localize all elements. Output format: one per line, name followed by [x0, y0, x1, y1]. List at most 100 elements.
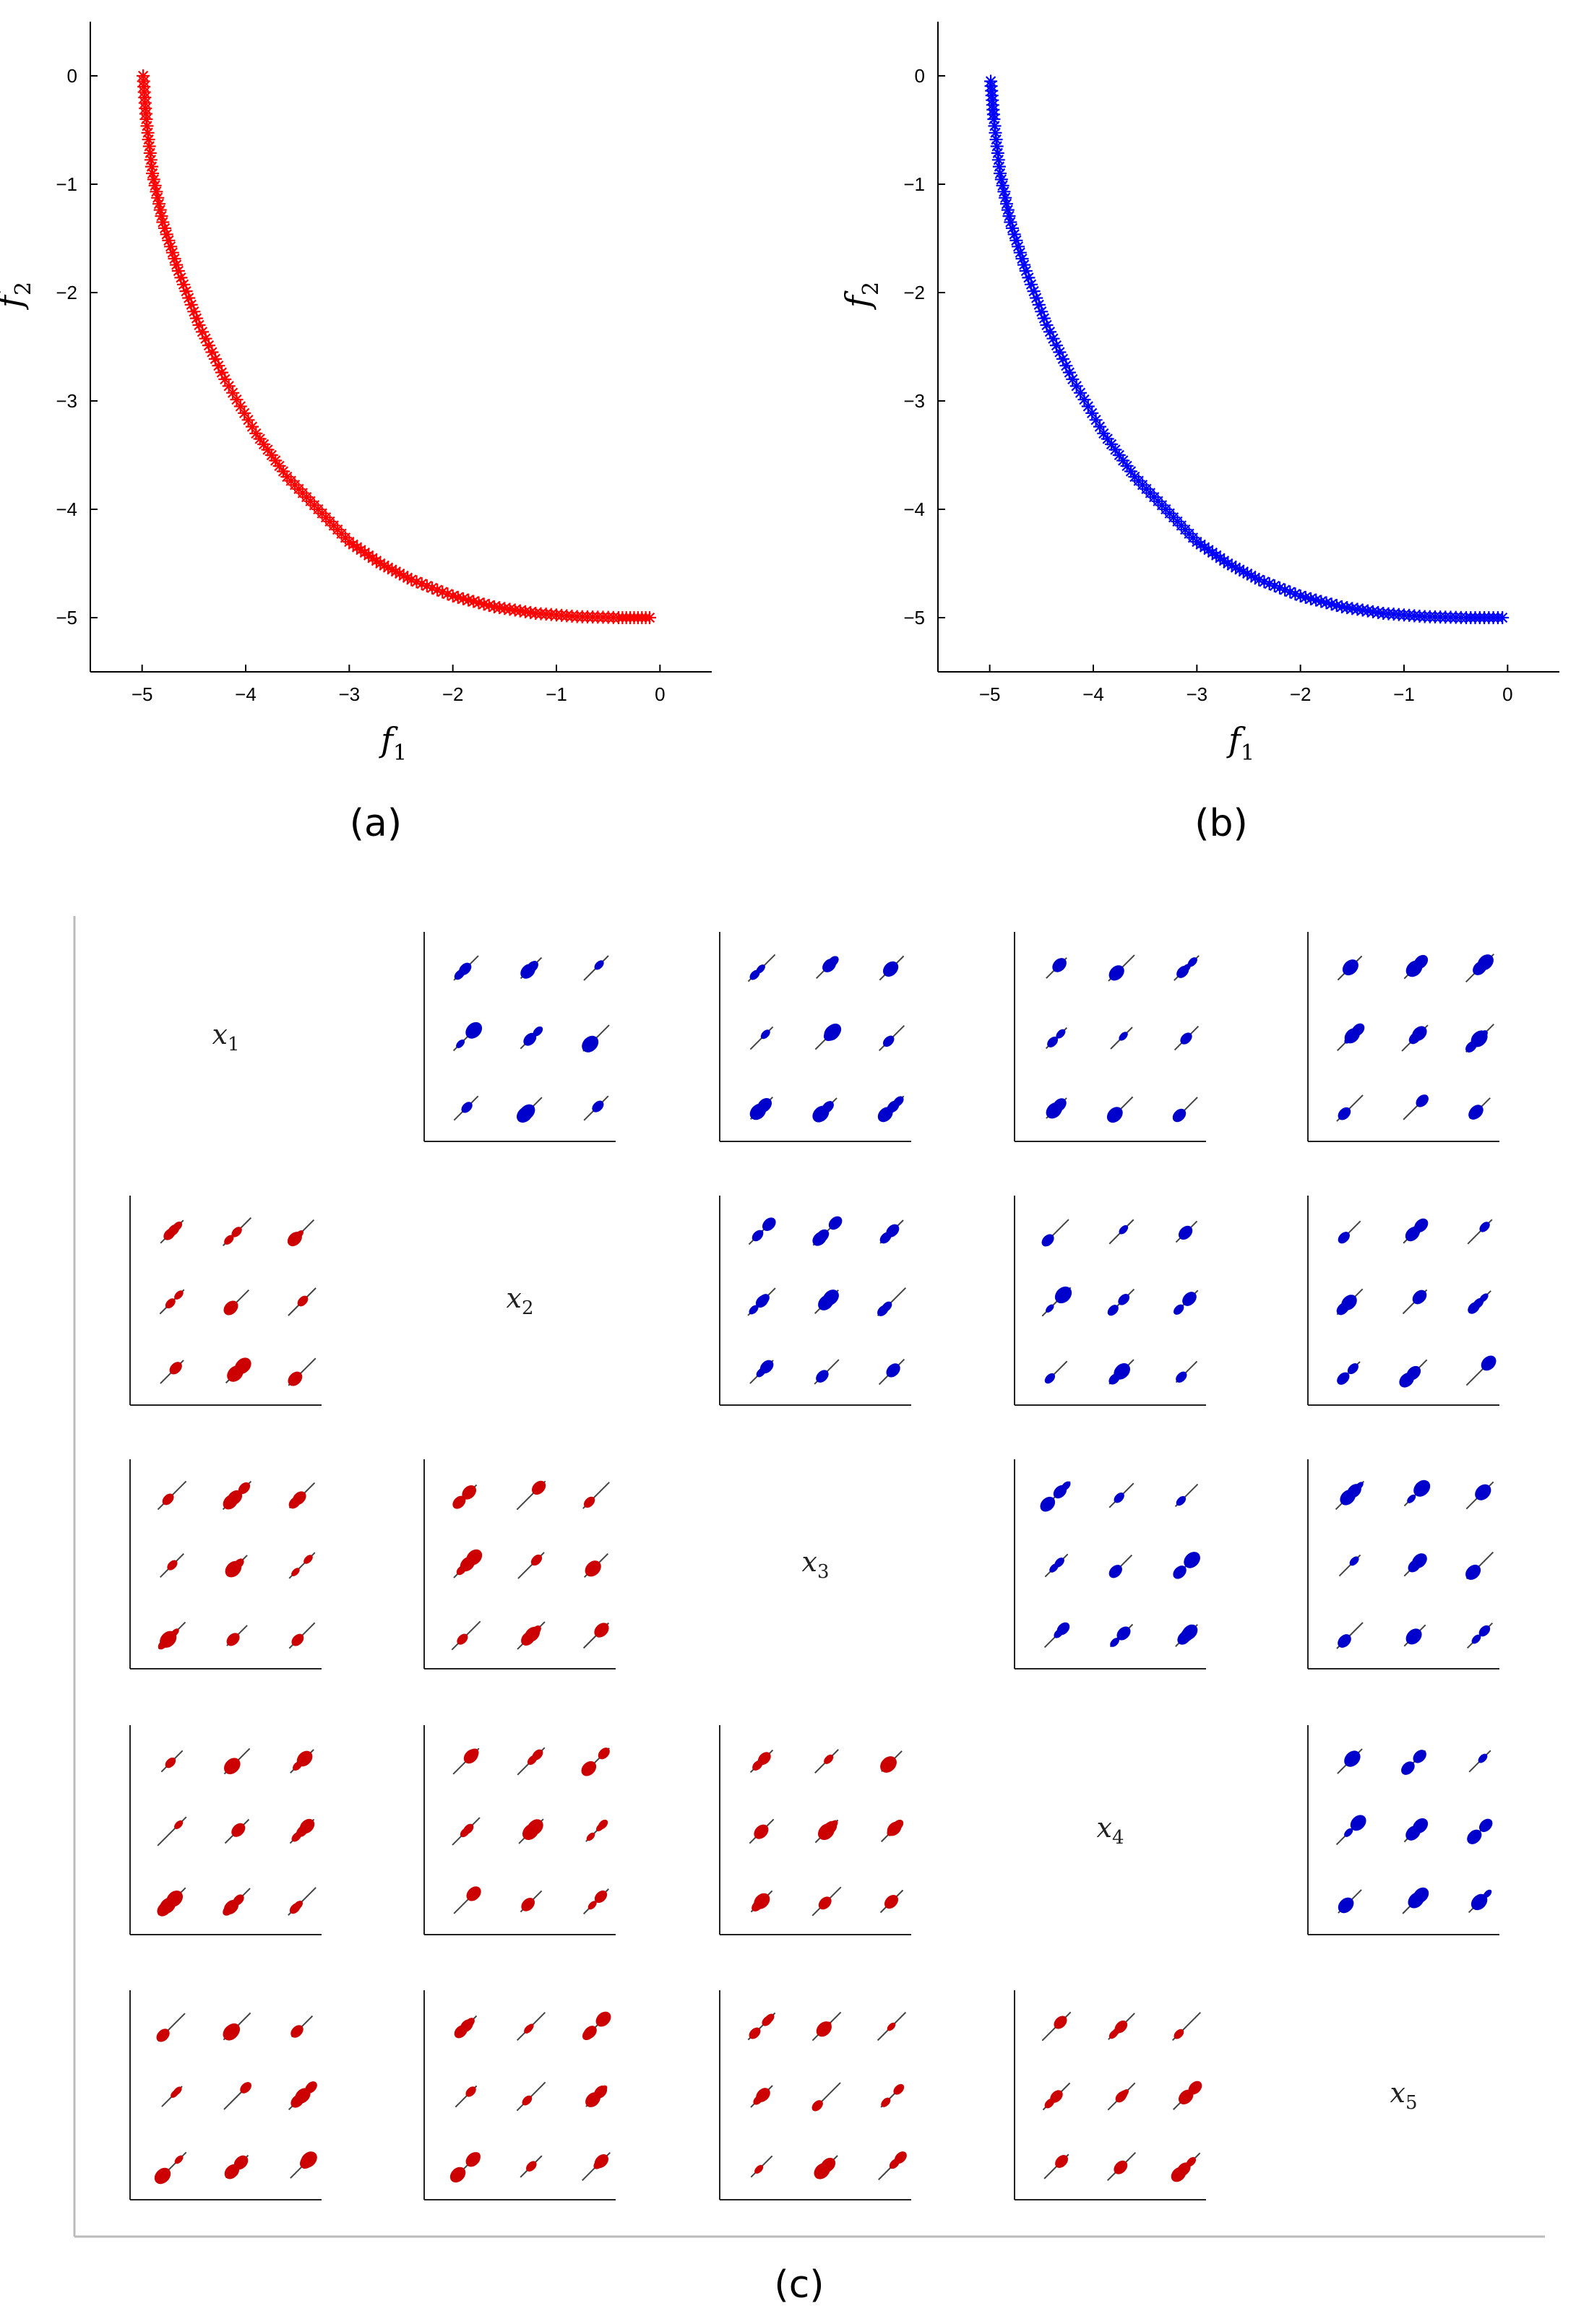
cluster-point	[1355, 1482, 1364, 1490]
x-tick-label: 0	[655, 683, 665, 705]
cluster-point	[225, 1562, 241, 1577]
data-point	[1108, 443, 1122, 457]
cluster-point	[1184, 1552, 1200, 1568]
cluster-point	[452, 1495, 466, 1509]
cluster-point	[457, 1633, 468, 1645]
data-points	[137, 69, 656, 624]
cluster-point	[595, 2011, 611, 2027]
y-axis-label-sub: 2	[11, 282, 36, 295]
data-point	[218, 373, 232, 386]
cluster-point	[587, 1901, 597, 1910]
data-point	[264, 449, 278, 462]
cluster-point	[1052, 1098, 1067, 1113]
caption-b: (b)	[1194, 802, 1248, 845]
cluster-point	[1401, 1761, 1415, 1775]
cluster-point	[1061, 1481, 1071, 1491]
cluster-point	[163, 1228, 176, 1240]
cluster-point	[288, 1496, 301, 1509]
y-tick-label: −5	[903, 607, 925, 628]
cluster-point	[598, 2085, 608, 2095]
data-point	[1085, 406, 1099, 420]
panel-r2-c3	[719, 1196, 911, 1406]
panel-r4-c2	[423, 1725, 616, 1935]
panel-r4-c1	[129, 1725, 322, 1935]
cluster-point	[887, 2022, 896, 2031]
cluster-point	[287, 1232, 302, 1247]
x-tick-label: −2	[442, 683, 464, 705]
data-point	[246, 420, 259, 433]
y-tick-label: −2	[903, 282, 925, 303]
data-point	[999, 191, 1012, 204]
data-point	[1077, 393, 1091, 407]
cluster-point	[1477, 954, 1494, 971]
cluster-point	[812, 1231, 827, 1246]
x-tick-label: −3	[1187, 683, 1208, 705]
cluster-point	[886, 1363, 900, 1378]
cluster-point	[877, 1305, 889, 1316]
panel-r1-c2	[423, 932, 616, 1142]
panel-r3-c1	[129, 1459, 322, 1669]
cluster-point	[823, 1027, 837, 1042]
cluster-point	[1180, 1627, 1195, 1642]
cluster-point	[749, 2027, 761, 2039]
cluster-point	[1044, 1373, 1056, 1384]
data-point	[269, 454, 283, 467]
x-tick-label: −4	[1082, 683, 1104, 705]
cluster-point	[881, 2097, 891, 2107]
data-point	[1006, 221, 1019, 235]
cluster-point	[594, 960, 604, 970]
cluster-point	[1478, 1753, 1488, 1763]
cluster-point	[1174, 2029, 1184, 2039]
data-point	[272, 459, 286, 472]
cluster-point	[297, 1295, 309, 1307]
cluster-point	[301, 2151, 317, 2168]
y-tick-label: −4	[56, 498, 77, 520]
cluster-point	[816, 1370, 829, 1383]
cluster-point	[233, 1894, 244, 1906]
cluster-point	[530, 1554, 543, 1566]
cluster-point	[1108, 1565, 1122, 1578]
cluster-point	[827, 956, 839, 967]
diag-label-x2: x2	[507, 1282, 534, 1319]
cluster-point	[165, 1757, 176, 1768]
cluster-point	[289, 1903, 301, 1914]
cluster-point	[1349, 1556, 1359, 1566]
cluster-point	[456, 1039, 465, 1048]
caption-a: (a)	[350, 802, 402, 845]
cluster-point	[1412, 1290, 1427, 1305]
cluster-point	[884, 962, 897, 975]
cluster-point	[1116, 1626, 1131, 1641]
data-point	[1101, 432, 1114, 446]
cluster-point	[465, 2086, 476, 2097]
data-point	[1288, 587, 1302, 601]
panel-r1-c3	[719, 932, 911, 1142]
diag-label-x4: x4	[1097, 1812, 1124, 1849]
cluster-point	[1172, 1108, 1187, 1123]
y-axis-label: f2	[0, 282, 36, 310]
cluster-point	[291, 1568, 300, 1576]
cluster-point	[174, 1820, 184, 1829]
cluster-point	[1056, 1287, 1071, 1303]
data-point	[1262, 577, 1276, 591]
cluster-point	[1336, 1303, 1349, 1316]
x-axis-label-sub: 1	[393, 740, 407, 766]
cluster-point	[224, 1235, 234, 1245]
cluster-point	[754, 1893, 770, 1909]
cluster-point	[1412, 1888, 1428, 1904]
panel-r2-c1	[129, 1196, 322, 1406]
cluster-point	[1174, 1304, 1184, 1315]
cluster-point	[828, 1216, 843, 1230]
cluster-point	[299, 1818, 315, 1834]
cluster-point	[594, 1890, 608, 1904]
cluster-point	[459, 962, 472, 975]
x-axis-label-sub: 1	[1241, 740, 1254, 766]
y-tick-label: −5	[56, 607, 77, 628]
chart-b: −5 −4 −3 −2 −1 0 0 −1 −2 −3 −4 −5 f1 f2	[838, 22, 1559, 766]
cluster-point	[160, 1630, 177, 1648]
cluster-point	[456, 1565, 467, 1576]
cluster-point	[1118, 1293, 1130, 1305]
cluster-point	[882, 1035, 895, 1047]
cluster-point	[1350, 1815, 1366, 1831]
cluster-point	[533, 1026, 543, 1037]
